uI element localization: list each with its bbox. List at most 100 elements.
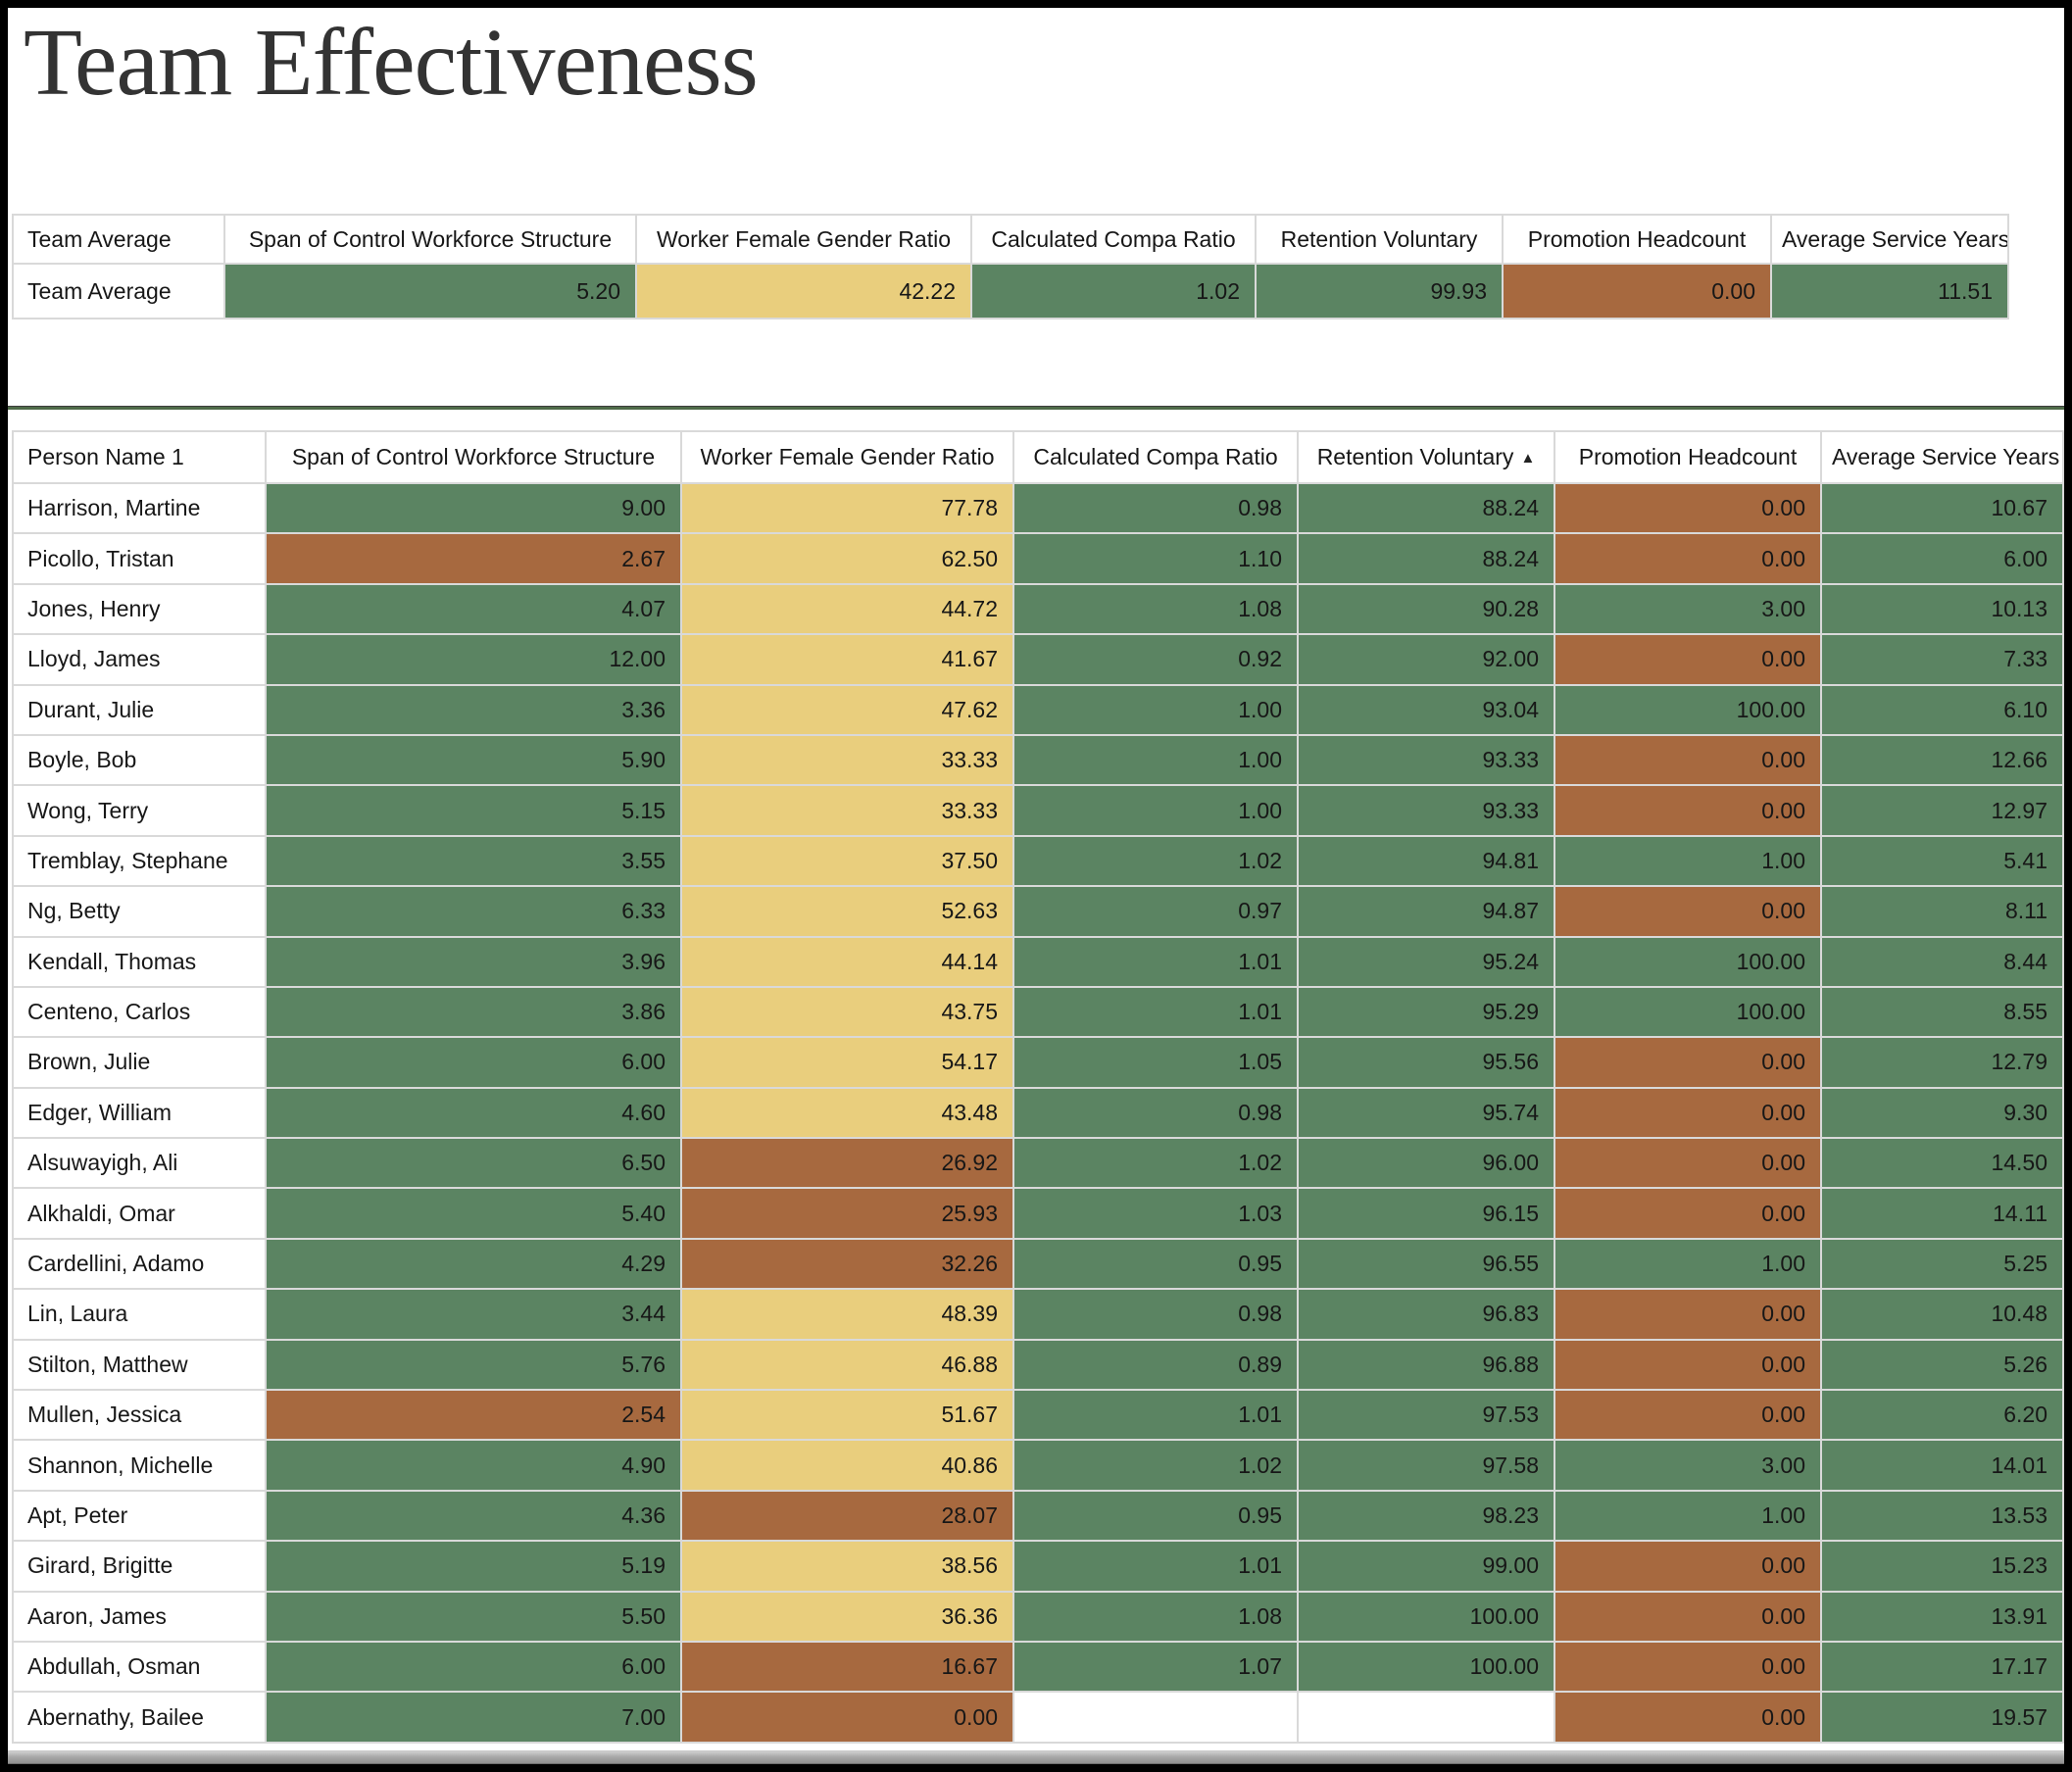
metric-cell[interactable]: 33.33 xyxy=(680,784,1014,837)
metric-cell[interactable]: 1.00 xyxy=(1012,683,1299,736)
metric-cell[interactable]: 4.90 xyxy=(265,1439,682,1492)
metric-cell[interactable]: 8.55 xyxy=(1820,985,2064,1039)
metric-cell[interactable]: 17.17 xyxy=(1820,1640,2064,1694)
metric-cell[interactable]: 5.40 xyxy=(265,1187,682,1240)
summary-column-header[interactable]: Retention Voluntary xyxy=(1255,214,1504,265)
metric-cell[interactable]: 96.55 xyxy=(1297,1237,1555,1291)
person-name-cell[interactable]: Tremblay, Stephane xyxy=(12,834,267,888)
metric-cell[interactable]: 95.24 xyxy=(1297,935,1555,988)
summary-column-header[interactable]: Span of Control Workforce Structure xyxy=(223,214,637,265)
metric-cell[interactable]: 3.44 xyxy=(265,1288,682,1341)
metric-cell[interactable]: 100.00 xyxy=(1554,985,1822,1039)
person-name-cell[interactable]: Boyle, Bob xyxy=(12,733,267,787)
metric-cell[interactable]: 13.53 xyxy=(1820,1489,2064,1543)
metric-cell[interactable]: 4.29 xyxy=(265,1237,682,1291)
metric-cell[interactable]: 52.63 xyxy=(680,885,1014,938)
metric-cell[interactable]: 0.00 xyxy=(1554,1640,1822,1694)
metric-cell[interactable]: 12.66 xyxy=(1820,733,2064,787)
metric-cell[interactable]: 6.10 xyxy=(1820,683,2064,736)
metric-cell[interactable]: 10.13 xyxy=(1820,582,2064,636)
metric-cell[interactable]: 1.03 xyxy=(1012,1187,1299,1240)
summary-metric-cell[interactable]: 99.93 xyxy=(1255,263,1504,320)
metric-cell[interactable]: 13.91 xyxy=(1820,1590,2064,1643)
metric-cell[interactable]: 88.24 xyxy=(1297,532,1555,585)
metric-cell[interactable]: 1.01 xyxy=(1012,985,1299,1039)
metric-cell[interactable]: 3.96 xyxy=(265,935,682,988)
metric-cell[interactable]: 96.88 xyxy=(1297,1338,1555,1392)
person-name-cell[interactable]: Mullen, Jessica xyxy=(12,1389,267,1442)
person-name-cell[interactable]: Lin, Laura xyxy=(12,1288,267,1341)
person-name-cell[interactable]: Harrison, Martine xyxy=(12,481,267,535)
metric-cell[interactable]: 5.90 xyxy=(265,733,682,787)
metric-cell[interactable]: 93.33 xyxy=(1297,733,1555,787)
metric-cell[interactable]: 46.88 xyxy=(680,1338,1014,1392)
metric-cell[interactable]: 97.58 xyxy=(1297,1439,1555,1492)
person-name-cell[interactable]: Picollo, Tristan xyxy=(12,532,267,585)
metric-cell[interactable]: 14.11 xyxy=(1820,1187,2064,1240)
column-header[interactable]: Span of Control Workforce Structure xyxy=(265,430,682,484)
metric-cell[interactable]: 93.04 xyxy=(1297,683,1555,736)
person-name-cell[interactable]: Shannon, Michelle xyxy=(12,1439,267,1492)
metric-cell[interactable]: 0.97 xyxy=(1012,885,1299,938)
metric-cell[interactable]: 1.00 xyxy=(1554,1489,1822,1543)
metric-cell[interactable]: 3.86 xyxy=(265,985,682,1039)
metric-cell[interactable]: 1.10 xyxy=(1012,532,1299,585)
metric-cell[interactable]: 95.74 xyxy=(1297,1086,1555,1140)
metric-cell[interactable]: 0.00 xyxy=(680,1691,1014,1744)
metric-cell[interactable]: 51.67 xyxy=(680,1389,1014,1442)
metric-cell[interactable]: 47.62 xyxy=(680,683,1014,736)
metric-cell[interactable]: 54.17 xyxy=(680,1036,1014,1089)
metric-cell[interactable]: 44.72 xyxy=(680,582,1014,636)
metric-cell[interactable]: 96.00 xyxy=(1297,1137,1555,1190)
metric-cell[interactable]: 95.29 xyxy=(1297,985,1555,1039)
metric-cell[interactable]: 33.33 xyxy=(680,733,1014,787)
metric-cell[interactable]: 0.95 xyxy=(1012,1489,1299,1543)
column-header[interactable]: Retention Voluntary ▲ xyxy=(1297,430,1555,484)
metric-cell[interactable]: 62.50 xyxy=(680,532,1014,585)
metric-cell[interactable]: 28.07 xyxy=(680,1489,1014,1543)
metric-cell[interactable] xyxy=(1012,1691,1299,1744)
metric-cell[interactable]: 3.00 xyxy=(1554,582,1822,636)
summary-metric-cell[interactable]: 42.22 xyxy=(635,263,972,320)
metric-cell[interactable]: 0.00 xyxy=(1554,784,1822,837)
metric-cell[interactable]: 44.14 xyxy=(680,935,1014,988)
metric-cell[interactable]: 0.98 xyxy=(1012,1288,1299,1341)
metric-cell[interactable]: 1.01 xyxy=(1012,1540,1299,1593)
metric-cell[interactable]: 96.83 xyxy=(1297,1288,1555,1341)
metric-cell[interactable]: 5.15 xyxy=(265,784,682,837)
metric-cell[interactable]: 41.67 xyxy=(680,633,1014,686)
metric-cell[interactable]: 3.55 xyxy=(265,834,682,888)
metric-cell[interactable]: 1.00 xyxy=(1012,784,1299,837)
person-name-cell[interactable]: Cardellini, Adamo xyxy=(12,1237,267,1291)
summary-column-header[interactable]: Worker Female Gender Ratio xyxy=(635,214,972,265)
metric-cell[interactable]: 0.98 xyxy=(1012,481,1299,535)
metric-cell[interactable]: 98.23 xyxy=(1297,1489,1555,1543)
metric-cell[interactable]: 0.92 xyxy=(1012,633,1299,686)
metric-cell[interactable]: 6.00 xyxy=(265,1036,682,1089)
metric-cell[interactable]: 32.26 xyxy=(680,1237,1014,1291)
metric-cell[interactable]: 1.08 xyxy=(1012,1590,1299,1643)
summary-metric-cell[interactable]: 11.51 xyxy=(1770,263,2009,320)
metric-cell[interactable]: 3.00 xyxy=(1554,1439,1822,1492)
metric-cell[interactable]: 1.02 xyxy=(1012,1439,1299,1492)
metric-cell[interactable]: 12.00 xyxy=(265,633,682,686)
metric-cell[interactable]: 77.78 xyxy=(680,481,1014,535)
person-name-cell[interactable]: Ng, Betty xyxy=(12,885,267,938)
metric-cell[interactable]: 100.00 xyxy=(1297,1590,1555,1643)
metric-cell[interactable]: 38.56 xyxy=(680,1540,1014,1593)
summary-metric-cell[interactable]: 5.20 xyxy=(223,263,637,320)
metric-cell[interactable]: 4.60 xyxy=(265,1086,682,1140)
metric-cell[interactable]: 0.00 xyxy=(1554,885,1822,938)
metric-cell[interactable]: 100.00 xyxy=(1554,683,1822,736)
metric-cell[interactable]: 14.01 xyxy=(1820,1439,2064,1492)
metric-cell[interactable]: 8.44 xyxy=(1820,935,2064,988)
person-name-cell[interactable]: Centeno, Carlos xyxy=(12,985,267,1039)
metric-cell[interactable]: 1.00 xyxy=(1554,834,1822,888)
horizontal-scrollbar[interactable] xyxy=(8,1750,2064,1764)
metric-cell[interactable]: 88.24 xyxy=(1297,481,1555,535)
metric-cell[interactable]: 25.93 xyxy=(680,1187,1014,1240)
metric-cell[interactable]: 100.00 xyxy=(1297,1640,1555,1694)
summary-column-header[interactable]: Promotion Headcount xyxy=(1502,214,1772,265)
metric-cell[interactable]: 19.57 xyxy=(1820,1691,2064,1744)
metric-cell[interactable]: 6.00 xyxy=(1820,532,2064,585)
